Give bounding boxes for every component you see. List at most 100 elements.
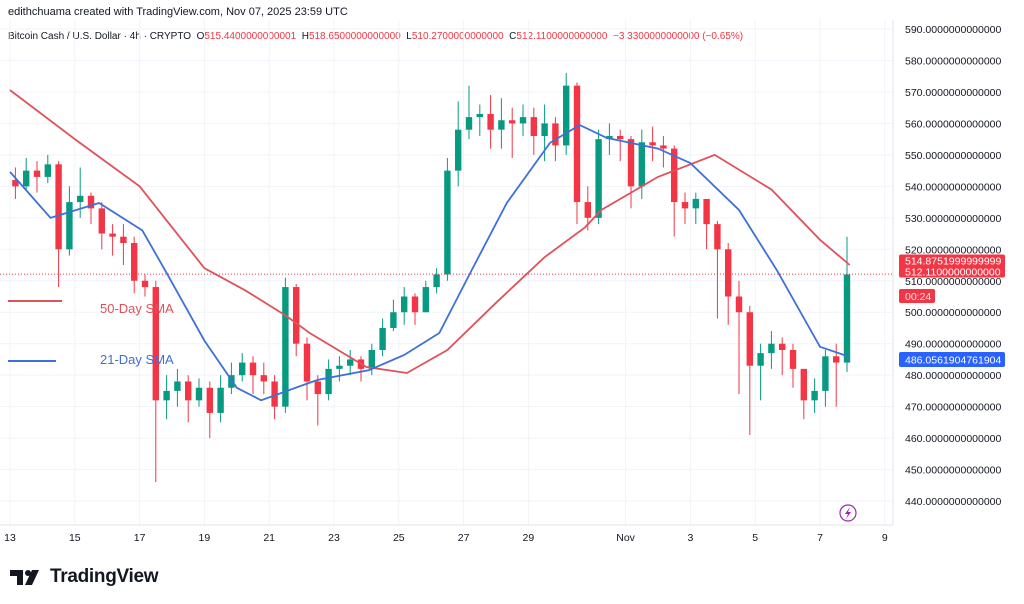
x-tick-label: 17 bbox=[134, 532, 146, 544]
candle bbox=[768, 331, 775, 369]
y-tick-label: 520.0000000000000 bbox=[905, 244, 1002, 256]
candle-body bbox=[552, 123, 559, 146]
candle-body bbox=[703, 198, 710, 225]
x-tick-label: 23 bbox=[328, 532, 340, 544]
candle-body bbox=[217, 387, 224, 413]
candle-body bbox=[681, 202, 689, 209]
candle bbox=[757, 343, 764, 401]
high-label: H bbox=[301, 31, 309, 42]
candle-body bbox=[347, 359, 354, 366]
candle bbox=[195, 378, 203, 407]
candle-body bbox=[44, 164, 51, 177]
candle bbox=[12, 167, 19, 199]
chart-credit: edithchuama created with TradingView.com… bbox=[8, 6, 348, 18]
candle bbox=[465, 85, 473, 140]
candle-body bbox=[509, 120, 516, 124]
candle bbox=[87, 192, 95, 225]
y-tick-label: 450.0000000000000 bbox=[905, 465, 1002, 477]
y-tick-label: 590.0000000000000 bbox=[905, 24, 1002, 36]
candle bbox=[163, 375, 170, 420]
price-chart[interactable]: 50-Day SMA 21-Day SMA 590.0000000000000 58… bbox=[0, 0, 1024, 560]
candle bbox=[347, 349, 354, 376]
x-tick-label: 5 bbox=[752, 532, 758, 544]
candle bbox=[779, 337, 786, 376]
candle-body bbox=[303, 343, 311, 382]
sma21-price-tag-box bbox=[899, 352, 1005, 367]
open-label: O bbox=[196, 31, 205, 42]
candle bbox=[368, 343, 375, 376]
lightning-icon[interactable] bbox=[839, 504, 857, 522]
candle bbox=[509, 107, 516, 159]
x-tick-label: 21 bbox=[263, 532, 275, 544]
candle bbox=[228, 362, 235, 395]
candle-body bbox=[649, 142, 656, 146]
candle-body bbox=[714, 224, 721, 250]
x-tick-label: 19 bbox=[199, 532, 211, 544]
candle bbox=[379, 318, 386, 357]
price-axis[interactable]: 590.0000000000000 580.0000000000000 570.00… bbox=[905, 24, 1002, 508]
sma50-label: 50-Day SMA bbox=[100, 301, 174, 316]
x-tick-label: 3 bbox=[687, 532, 693, 544]
candle-body bbox=[476, 113, 483, 118]
candle bbox=[681, 192, 689, 225]
candle-body bbox=[768, 343, 775, 354]
y-tick-label: 500.0000000000000 bbox=[905, 307, 1002, 319]
candle-body bbox=[487, 113, 494, 130]
candle-body bbox=[617, 135, 624, 140]
candle bbox=[185, 375, 192, 423]
candle-body bbox=[249, 362, 257, 376]
candle bbox=[411, 293, 419, 325]
candle bbox=[455, 101, 462, 187]
candle bbox=[23, 158, 30, 190]
x-tick-label: 25 bbox=[393, 532, 405, 544]
y-tick-label: 540.0000000000000 bbox=[905, 181, 1002, 193]
candle bbox=[833, 343, 840, 407]
x-tick-label: 27 bbox=[458, 532, 470, 544]
candle-body bbox=[282, 287, 289, 407]
candle bbox=[735, 280, 743, 395]
tradingview-logo[interactable]: TradingView bbox=[10, 566, 159, 588]
candle-body bbox=[519, 117, 527, 124]
candle-body bbox=[87, 195, 95, 209]
candle-body bbox=[293, 287, 300, 344]
candle-body bbox=[573, 85, 581, 203]
candle-body bbox=[660, 145, 667, 149]
y-tick-label: 560.0000000000000 bbox=[905, 118, 1002, 130]
candle bbox=[325, 359, 332, 401]
low-value: 510.2700000000000 bbox=[411, 31, 504, 42]
candle bbox=[303, 337, 311, 401]
x-tick-label: 29 bbox=[523, 532, 535, 544]
candle bbox=[671, 145, 678, 237]
y-tick-label: 490.0000000000000 bbox=[905, 339, 1002, 351]
candle bbox=[433, 268, 440, 294]
candle bbox=[131, 236, 138, 294]
candle bbox=[271, 375, 278, 420]
y-tick-label: 460.0000000000000 bbox=[905, 433, 1002, 445]
candle-body bbox=[843, 274, 851, 363]
candle-body bbox=[152, 287, 159, 401]
candle bbox=[390, 299, 397, 332]
y-tick-label: 470.0000000000000 bbox=[905, 402, 1002, 414]
candle-body bbox=[530, 117, 537, 136]
candle-body bbox=[185, 381, 192, 401]
candle-body bbox=[563, 85, 570, 146]
candle-body bbox=[314, 381, 321, 395]
candle bbox=[476, 104, 483, 136]
brand-name: TradingView bbox=[50, 566, 159, 587]
candle-body bbox=[789, 349, 797, 369]
candle-body bbox=[584, 202, 591, 218]
candle-body bbox=[746, 312, 753, 366]
candle bbox=[401, 287, 408, 325]
y-tick-label: 440.0000000000000 bbox=[905, 496, 1002, 508]
candle-body bbox=[444, 170, 451, 275]
candle bbox=[314, 375, 321, 426]
candle bbox=[217, 375, 224, 423]
candle bbox=[692, 192, 699, 225]
candle bbox=[811, 378, 818, 413]
candle-body bbox=[627, 139, 635, 187]
candle-body bbox=[98, 208, 105, 234]
candle-body bbox=[55, 164, 62, 250]
symbol-label[interactable]: Bitcoin Cash / U.S. Dollar · 4h · CRYPTO bbox=[8, 31, 192, 42]
candle-body bbox=[692, 198, 699, 209]
time-axis[interactable]: 13 15 17 19 21 23 25 27 29 Nov 3 5 7 9 bbox=[4, 532, 888, 544]
